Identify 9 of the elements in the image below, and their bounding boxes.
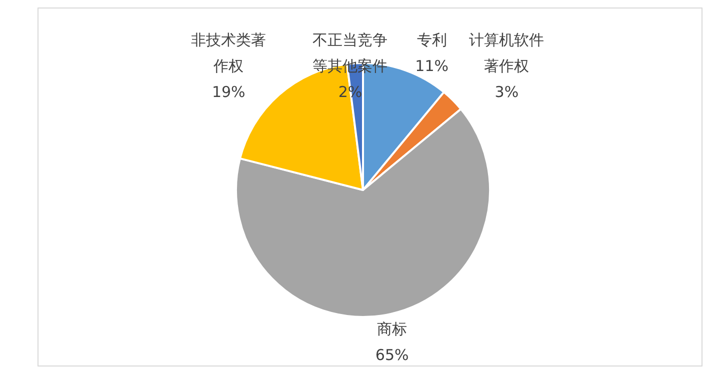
data-label: 11%: [415, 57, 449, 75]
data-label: 65%: [375, 346, 409, 364]
data-label: 3%: [494, 83, 519, 101]
slice-label: 商标: [377, 320, 408, 338]
slice-label: 非技术类著作权: [191, 31, 266, 75]
data-label: 2%: [338, 83, 362, 101]
slice-label: 计算机软件著作权: [469, 31, 544, 75]
slice-label: 专利: [416, 31, 447, 49]
data-label: 19%: [212, 83, 246, 101]
